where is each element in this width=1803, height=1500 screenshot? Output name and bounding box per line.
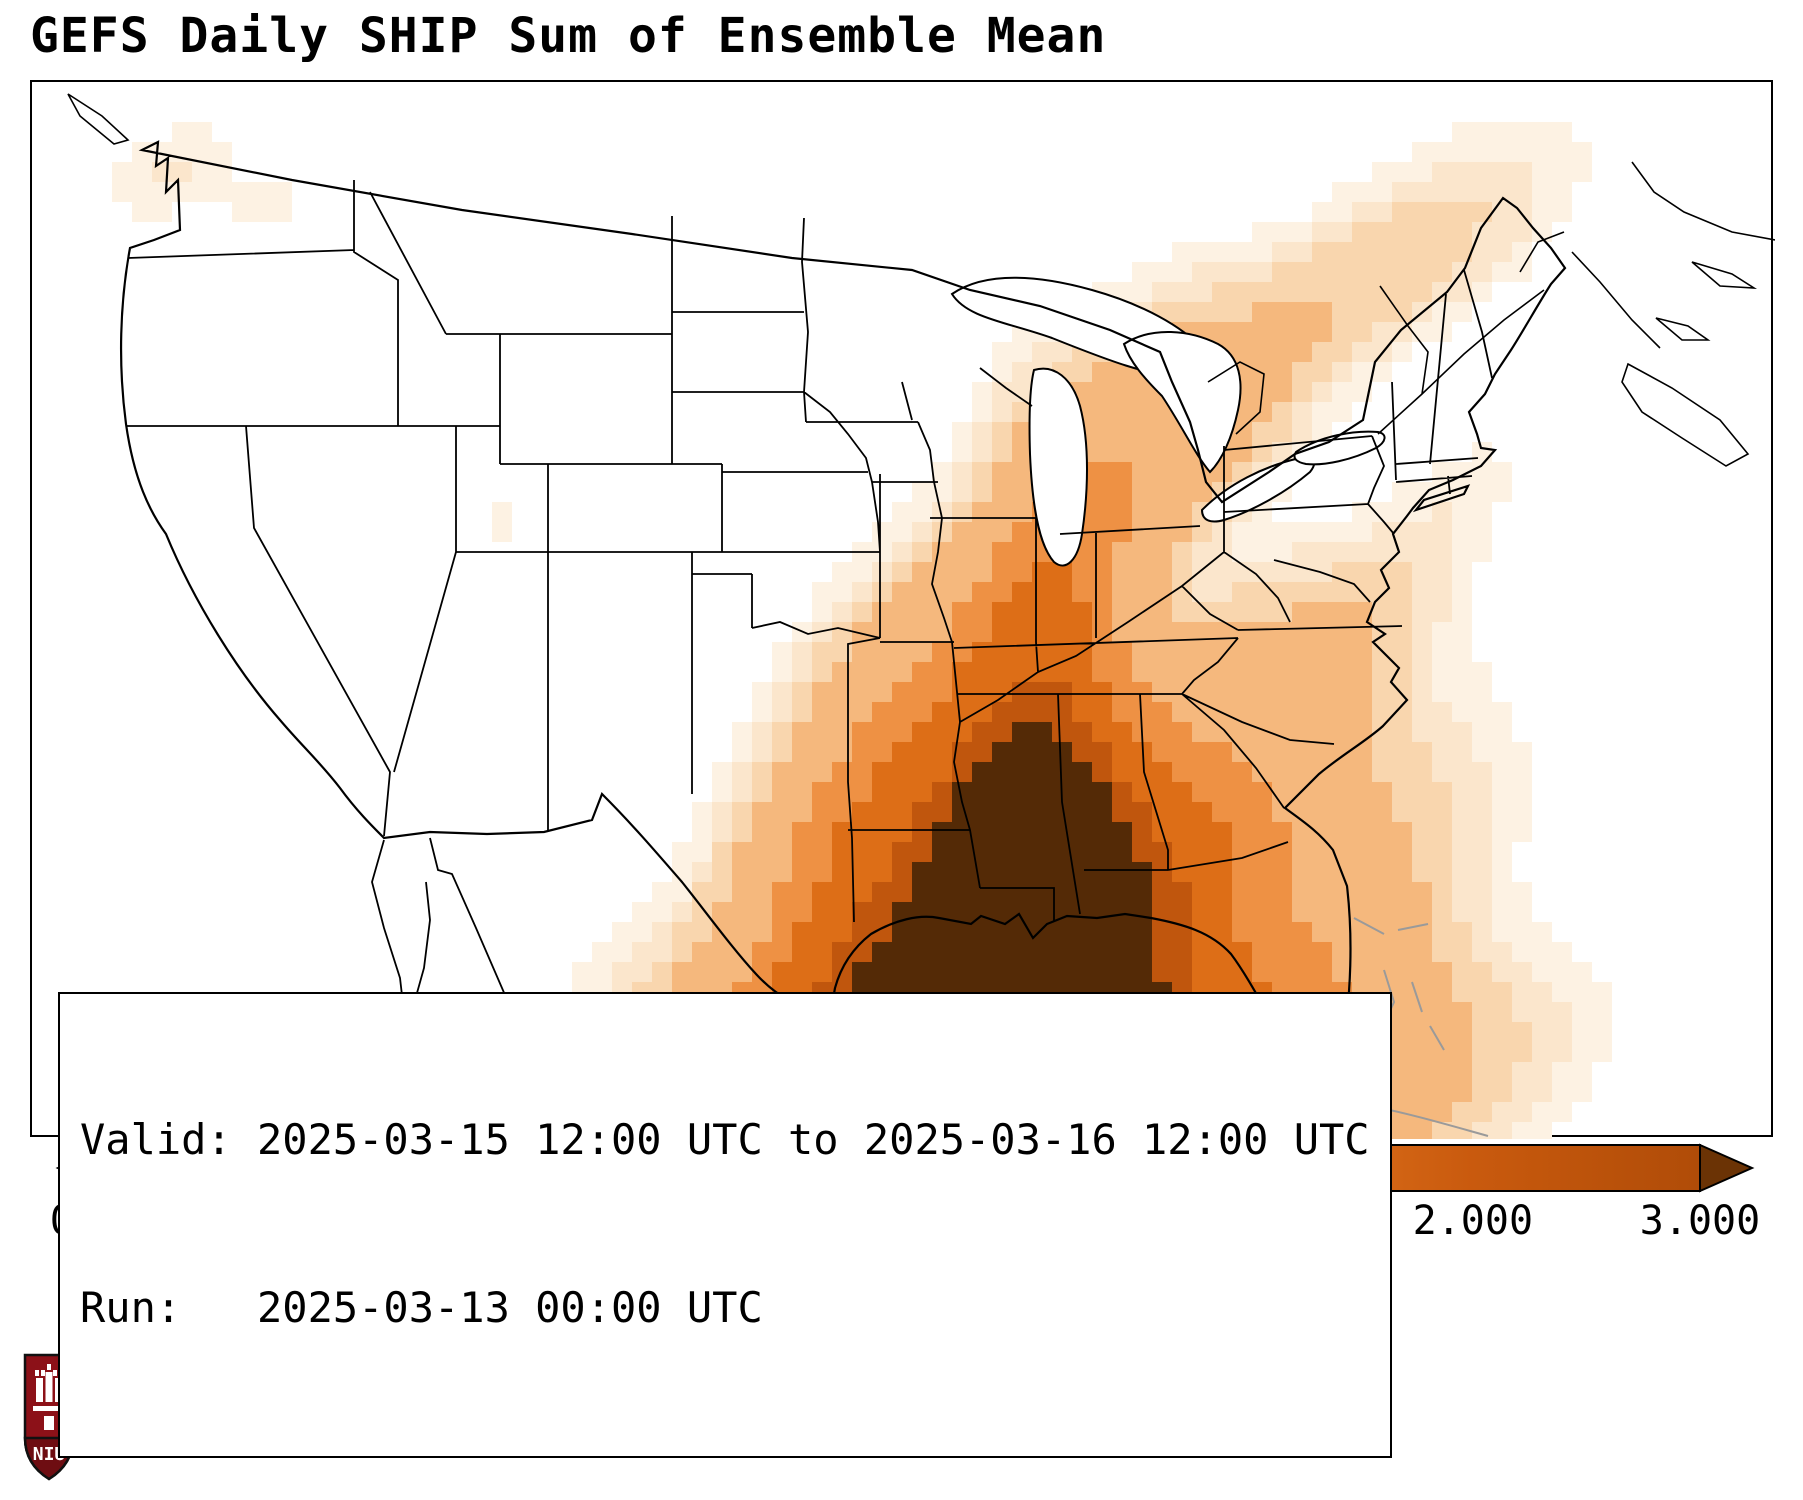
figure-title: GEFS Daily SHIP Sum of Ensemble Mean xyxy=(30,8,1107,64)
canada-borders xyxy=(67,93,1775,467)
heatmap-layer xyxy=(112,122,1612,1139)
colorbar-tick-label: 3.000 xyxy=(1639,1198,1761,1244)
info-run-line: Run: 2025-03-13 00:00 UTC xyxy=(80,1283,763,1332)
map-canvas xyxy=(67,93,1775,1139)
niu-logo-text: NIU xyxy=(33,1444,66,1465)
colorbar-tick-label: 2.000 xyxy=(1412,1198,1534,1244)
state-borders xyxy=(126,180,1493,923)
colorbar-right-arrow xyxy=(1699,1143,1755,1193)
map-panel: Valid: 2025-03-15 12:00 UTC to 2025-03-1… xyxy=(30,80,1775,1458)
lake-erie xyxy=(1200,456,1316,523)
info-box: Valid: 2025-03-15 12:00 UTC to 2025-03-1… xyxy=(58,992,1392,1458)
lake-huron xyxy=(1122,330,1242,474)
lake-michigan xyxy=(1028,367,1088,567)
great-lakes-layer xyxy=(950,276,1386,567)
info-valid-line: Valid: 2025-03-15 12:00 UTC to 2025-03-1… xyxy=(80,1115,1370,1164)
